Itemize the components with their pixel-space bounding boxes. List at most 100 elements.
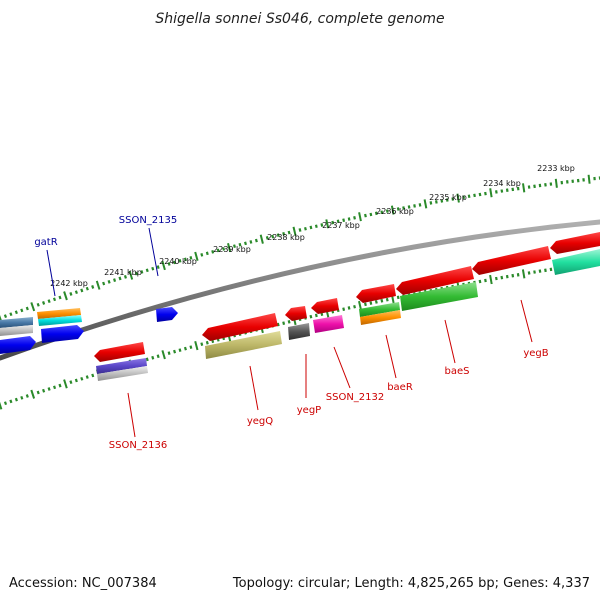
baeR-gene[interactable] bbox=[356, 284, 396, 303]
gene-label-SSON_2136[interactable]: SSON_2136 bbox=[109, 440, 168, 451]
SSON_2135-gene[interactable] bbox=[156, 307, 178, 322]
major-tick bbox=[456, 193, 460, 203]
gene-feature[interactable] bbox=[205, 331, 282, 359]
yegQ-gene[interactable] bbox=[202, 313, 278, 341]
minor-tick bbox=[205, 251, 209, 256]
minor-tick bbox=[396, 207, 400, 211]
minor-tick bbox=[58, 383, 62, 388]
minor-tick bbox=[445, 198, 449, 202]
minor-tick bbox=[80, 288, 84, 293]
forward-strand-features bbox=[0, 232, 600, 354]
minor-tick bbox=[151, 355, 155, 360]
minor-tick bbox=[222, 247, 226, 251]
major-tick bbox=[30, 389, 36, 399]
minor-tick bbox=[500, 275, 504, 280]
minor-tick bbox=[178, 348, 182, 352]
gene-feature[interactable] bbox=[552, 249, 600, 275]
minor-tick bbox=[74, 378, 78, 383]
minor-tick bbox=[314, 224, 318, 229]
major-tick bbox=[259, 234, 264, 244]
minor-tick bbox=[500, 189, 504, 193]
minor-tick bbox=[20, 395, 24, 400]
minor-tick bbox=[538, 269, 542, 273]
SSON_2132-gene[interactable] bbox=[311, 298, 339, 314]
minor-tick bbox=[511, 187, 515, 192]
gene-feature[interactable] bbox=[360, 310, 401, 325]
gene-feature[interactable] bbox=[96, 358, 147, 374]
gene-feature[interactable] bbox=[0, 325, 33, 336]
minor-tick bbox=[418, 203, 422, 207]
minor-tick bbox=[353, 216, 356, 220]
tick-label: 2234 kbp bbox=[483, 179, 521, 188]
major-tick bbox=[521, 269, 526, 279]
gene-label-yegB[interactable]: yegB bbox=[523, 348, 548, 359]
minor-tick bbox=[25, 394, 29, 398]
minor-tick bbox=[69, 380, 73, 385]
gene-feature[interactable] bbox=[97, 366, 148, 381]
label-leader-line bbox=[333, 346, 351, 389]
gene-feature[interactable] bbox=[38, 315, 82, 326]
gene-feature[interactable] bbox=[288, 323, 310, 340]
minor-tick bbox=[36, 302, 40, 307]
gene-feature[interactable] bbox=[313, 315, 344, 333]
tick-labels: 2233 kbp 2234 kbp 2235 kbp 2236 kbp 2237… bbox=[50, 164, 575, 288]
minor-tick bbox=[533, 184, 536, 189]
minor-tick bbox=[52, 297, 57, 302]
gene-feature[interactable] bbox=[359, 302, 400, 317]
gene-labels: gatR SSON_2135 SSON_2136 yegQ yegP SSON_… bbox=[34, 215, 548, 451]
minor-tick bbox=[183, 346, 187, 351]
minor-tick bbox=[42, 301, 46, 305]
tick-label: 2237 kbp bbox=[322, 221, 360, 230]
gene-feature[interactable] bbox=[37, 308, 81, 319]
minor-tick bbox=[451, 197, 455, 201]
label-leader-line bbox=[249, 365, 259, 411]
minor-tick bbox=[467, 194, 471, 199]
tick-label: 2236 kbp bbox=[376, 207, 414, 216]
minor-tick bbox=[233, 244, 236, 248]
minor-tick bbox=[413, 204, 416, 208]
minor-tick bbox=[80, 376, 84, 381]
minor-tick bbox=[205, 340, 209, 345]
gatR-gene[interactable] bbox=[41, 325, 84, 343]
minor-tick bbox=[336, 219, 340, 224]
gene-label-yegQ[interactable]: yegQ bbox=[247, 416, 273, 427]
baeS-gene[interactable] bbox=[396, 266, 474, 295]
accession-text: Accession: NC_007384 bbox=[9, 576, 157, 591]
minor-tick bbox=[102, 281, 106, 286]
tick-label: 2233 kbp bbox=[537, 164, 575, 173]
minor-tick bbox=[91, 373, 95, 378]
gene-feature[interactable] bbox=[0, 336, 36, 354]
major-tick bbox=[489, 274, 493, 285]
gene-label-baeR[interactable]: baeR bbox=[387, 382, 413, 393]
gene-feature[interactable] bbox=[0, 317, 33, 328]
gene-label-baeS[interactable]: baeS bbox=[445, 366, 470, 377]
minor-tick bbox=[42, 388, 46, 393]
map-title: Shigella sonnei Ss046, complete genome bbox=[155, 11, 444, 27]
gene-label-SSON_2135[interactable]: SSON_2135 bbox=[119, 215, 178, 226]
minor-tick bbox=[107, 279, 111, 284]
gene-label-SSON_2132[interactable]: SSON_2132 bbox=[326, 392, 385, 403]
minor-tick bbox=[151, 266, 155, 271]
gene-feature[interactable] bbox=[550, 232, 600, 254]
minor-tick bbox=[189, 345, 193, 349]
gene-label-yegP[interactable]: yegP bbox=[297, 405, 321, 416]
gene-feature[interactable] bbox=[400, 282, 478, 311]
minor-tick bbox=[254, 238, 258, 243]
major-tick bbox=[63, 291, 68, 301]
minor-tick bbox=[478, 279, 482, 284]
major-tick bbox=[194, 341, 199, 351]
SSON_2136-gene[interactable] bbox=[94, 342, 145, 362]
minor-tick bbox=[374, 211, 378, 216]
yegB-gene[interactable] bbox=[472, 246, 551, 275]
minor-tick bbox=[385, 209, 389, 213]
major-tick bbox=[325, 219, 330, 229]
label-leader-line bbox=[148, 227, 159, 277]
minor-tick bbox=[74, 290, 78, 295]
gene-label-gatR[interactable]: gatR bbox=[34, 237, 57, 248]
yegP-gene[interactable] bbox=[285, 306, 307, 321]
minor-tick bbox=[505, 274, 509, 279]
minor-tick bbox=[91, 285, 95, 289]
minor-tick bbox=[118, 276, 122, 281]
minor-tick bbox=[353, 304, 356, 309]
